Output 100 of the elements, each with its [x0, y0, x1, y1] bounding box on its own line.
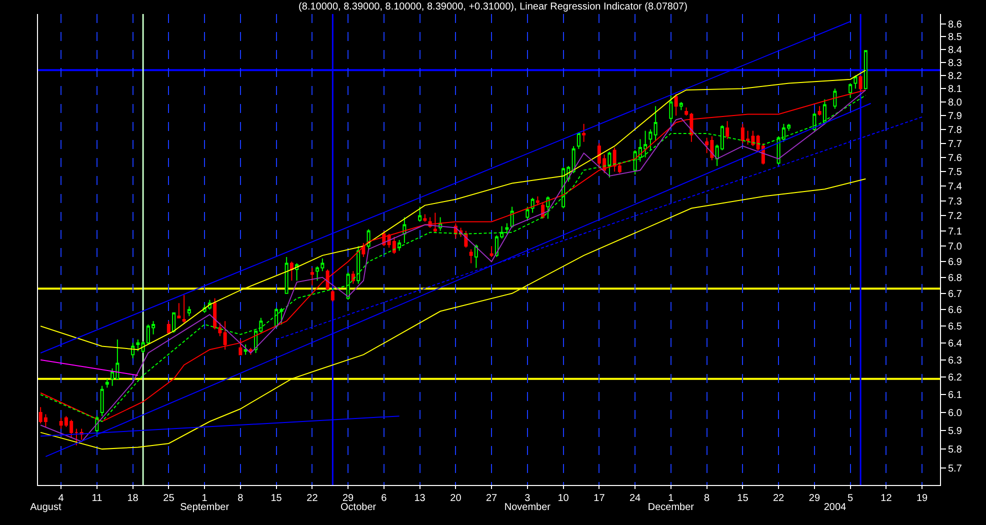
candlestick: [582, 123, 586, 142]
x-tick-label: 22: [306, 493, 318, 504]
y-tick-label: 6.7: [948, 288, 962, 300]
candlestick: [362, 242, 366, 258]
candlestick: [346, 272, 350, 300]
y-tick-label: 7.4: [948, 182, 962, 193]
candlestick: [822, 98, 826, 124]
candlestick: [648, 128, 652, 151]
x-tick-label: 20: [450, 493, 462, 504]
x-tick-label: 15: [737, 493, 749, 504]
y-tick-label: 7.7: [948, 138, 962, 150]
y-tick-label: 7.0: [948, 242, 962, 253]
y-tick-label: 6.3: [948, 355, 962, 366]
candlestick: [100, 385, 104, 417]
candlestick: [490, 246, 494, 258]
x-tick-label: 10: [558, 493, 570, 504]
y-tick-label: 7.8: [948, 124, 962, 136]
candlestick: [74, 428, 78, 446]
candlestick: [310, 267, 314, 286]
y-tick-label: 7.2: [948, 211, 962, 222]
candlestick: [187, 306, 191, 317]
candlestick: [418, 206, 422, 222]
candlestick: [576, 132, 580, 150]
candlestick: [608, 151, 612, 178]
candlestick: [284, 256, 288, 294]
x-tick-label: 18: [127, 493, 139, 504]
x2-tick-label: August: [30, 502, 62, 513]
x-tick-label: 3: [524, 493, 531, 504]
x-tick-label: 6: [381, 493, 388, 504]
candlestick: [105, 378, 109, 388]
x2-tick-label: December: [648, 502, 695, 513]
y-tick-label: 7.3: [948, 196, 962, 208]
candlestick: [295, 262, 299, 282]
candlestick: [172, 312, 176, 334]
candlestick: [433, 212, 437, 233]
candlestick: [536, 196, 540, 206]
candlestick: [505, 222, 509, 234]
candlestick: [330, 290, 334, 302]
x-tick-label: 5: [848, 493, 854, 504]
candlestick: [833, 88, 837, 110]
candlestick: [526, 206, 530, 221]
candlestick: [818, 106, 822, 116]
y-tick-label: 5.7: [948, 463, 962, 474]
x-tick-label: 29: [808, 493, 820, 504]
y-tick-label: 5.8: [948, 444, 962, 456]
candlestick: [166, 320, 170, 335]
y-tick-label: 8.3: [948, 58, 962, 69]
candlestick: [423, 214, 427, 222]
x-tick-label: 1: [202, 493, 208, 504]
candlestick: [854, 74, 858, 90]
x-tick-label: 29: [342, 493, 354, 504]
candlestick: [244, 344, 248, 356]
candlestick: [356, 246, 360, 284]
y-tick-label: 8.0: [948, 98, 962, 109]
chart-title: (8.10000, 8.39000, 8.10000, 8.39000, +0.31000), Linear Regression Indicator (8.07807): [298, 2, 688, 13]
x-tick-label: 11: [92, 493, 103, 504]
y-tick-label: 8.6: [948, 19, 962, 30]
y-tick-label: 8.1: [948, 84, 962, 96]
x2-tick-label: October: [340, 502, 377, 513]
y-tick-label: 5.9: [948, 426, 962, 438]
candlestick: [812, 112, 816, 133]
y-tick-label: 7.9: [948, 111, 962, 122]
x-tick-label: 24: [629, 493, 642, 504]
y-tick-label: 6.5: [948, 322, 962, 333]
candlestick: [474, 244, 478, 268]
candlestick: [546, 196, 550, 220]
y-tick-label: 6.9: [948, 257, 962, 268]
x-tick-label: 8: [704, 493, 710, 504]
candlestick: [131, 342, 135, 359]
candlestick: [213, 298, 217, 330]
y-tick-label: 6.8: [948, 272, 962, 284]
candlestick: [654, 106, 658, 141]
y-tick-label: 6.4: [948, 338, 962, 350]
candlestick: [530, 197, 534, 214]
candlestick: [469, 248, 473, 264]
x-tick-label: 19: [916, 493, 928, 504]
x-tick-label: 22: [772, 493, 785, 504]
candlestick: [290, 261, 294, 282]
x-tick-label: 13: [414, 493, 426, 504]
candlestick: [223, 320, 227, 350]
x-tick-label: 1: [668, 493, 674, 504]
candlestick: [177, 302, 181, 318]
x-tick-label: 27: [486, 493, 498, 504]
candlestick: [726, 120, 730, 140]
x-tick-label: 15: [270, 493, 282, 504]
y-tick-label: 8.2: [948, 70, 962, 82]
x2-tick-label: 2004: [824, 502, 846, 513]
candlestick: [238, 338, 242, 356]
y-tick-label: 7.1: [948, 226, 962, 238]
y-tick-label: 8.5: [948, 32, 962, 44]
candlestick: [679, 102, 683, 111]
candlestick: [572, 146, 576, 174]
y-tick-label: 6.0: [948, 408, 962, 419]
candlestick: [669, 94, 673, 123]
x-tick-label: 8: [238, 493, 244, 504]
y-tick-label: 6.1: [948, 390, 962, 402]
y-tick-label: 6.6: [948, 305, 962, 316]
y-tick-label: 6.2: [948, 372, 962, 384]
y-tick-label: 7.6: [948, 152, 962, 164]
y-tick-label: 8.4: [948, 44, 962, 56]
